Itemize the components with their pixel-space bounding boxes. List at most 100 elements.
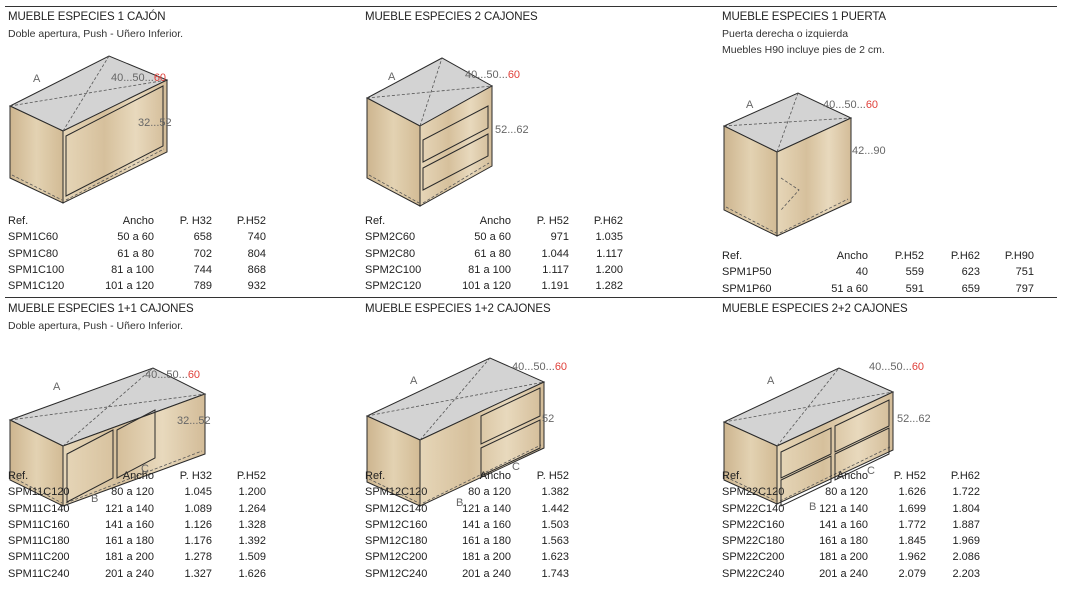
- value-cell: 804: [247, 247, 266, 260]
- value-cell: 1.845: [898, 535, 926, 548]
- value-cell: 141 a 160: [105, 518, 154, 531]
- value-cell: 1.503: [541, 518, 569, 531]
- value-cell: 797: [1015, 282, 1034, 295]
- width-dimension-label: 40...50...60: [823, 99, 878, 111]
- bottom-dashed-line: [65, 148, 165, 201]
- value-cell: 80 a 120: [111, 486, 154, 499]
- column-header: Ancho: [836, 470, 868, 482]
- cabinet-illustration: A 40...50...60 32...52: [8, 55, 172, 204]
- ref-cell: SPM22C180: [722, 535, 785, 548]
- ref-cell: SPM12C240: [365, 567, 428, 580]
- ref-cell: SPM12C160: [365, 518, 428, 531]
- table-row: SPM1P60 51 a 60 591 659 797: [722, 281, 1034, 297]
- value-cell: 2.086: [952, 551, 980, 564]
- column-header: Ancho: [836, 250, 868, 262]
- height-dimension-label: 52: [542, 413, 554, 425]
- bottom-dashed-line: [422, 162, 490, 204]
- value-cell: 1.772: [898, 518, 926, 531]
- value-cell: 591: [905, 282, 924, 295]
- value-cell: 1.327: [184, 567, 212, 580]
- bottom-dashed-line: [725, 476, 777, 502]
- column-header: Ref.: [8, 215, 29, 227]
- value-cell: 1.264: [238, 502, 266, 515]
- table-row: SPM11C200 181 a 200 1.278 1.509: [8, 549, 266, 565]
- value-cell: 623: [961, 266, 980, 279]
- face-letter-b: B: [456, 497, 463, 509]
- module-5: MUEBLE ESPECIES 1+2 CAJONES A 40...50...60…: [362, 300, 714, 590]
- value-cell: 1.200: [595, 263, 623, 276]
- value-cell: 1.117: [542, 263, 569, 276]
- value-cell: 101 a 120: [105, 280, 154, 293]
- value-cell: 740: [247, 231, 266, 244]
- value-cell: 1.328: [238, 518, 266, 531]
- top-diagonal-line: [9, 393, 206, 421]
- door-opening-indicator: [780, 177, 800, 211]
- module-subtitle: Doble apertura, Push - Uñero Inferior.: [8, 28, 184, 40]
- table-row: SPM12C200 181 a 200 1.623: [365, 549, 569, 565]
- drawer-front-outline: [834, 427, 890, 481]
- ref-cell: SPM12C120: [365, 486, 428, 499]
- value-cell: 1.743: [541, 567, 569, 580]
- value-cell: 61 a 80: [117, 247, 154, 260]
- value-cell: 121 a 140: [462, 502, 511, 515]
- value-cell: 751: [1015, 266, 1034, 279]
- column-header: P.H62: [950, 250, 980, 262]
- width-dimension-label: 40...50...60: [869, 361, 924, 373]
- width-dimension-label: 40...50...60: [145, 369, 200, 381]
- ref-cell: SPM2C60: [365, 231, 416, 244]
- column-header: Ancho: [479, 470, 511, 482]
- ref-cell: SPM12C200: [365, 551, 428, 564]
- table-row: SPM22C160 141 a 160 1.772 1.887: [722, 517, 980, 533]
- price-table: Ref. Ancho P. H52 P.H62 SPM2C60 50 a 60 971 1.0…: [365, 213, 623, 294]
- value-cell: 1.044: [541, 247, 569, 260]
- ref-cell: SPM1P50: [722, 266, 772, 279]
- bottom-dashed-line: [422, 444, 542, 504]
- value-cell: 1.699: [898, 502, 926, 515]
- value-cell: 1.200: [238, 486, 266, 499]
- table-header-row: Ref. Ancho P. H52: [365, 468, 569, 484]
- face-letter-c: C: [867, 465, 875, 477]
- column-header: Ancho: [122, 215, 154, 227]
- column-header: P. H32: [179, 470, 212, 482]
- value-cell: 50 a 60: [117, 231, 154, 244]
- ref-cell: SPM22C120: [722, 486, 785, 499]
- ref-cell: SPM1C120: [8, 280, 65, 293]
- cabinet-front-face: [62, 393, 206, 507]
- module-2: MUEBLE ESPECIES 2 CAJONES A 40...50...60 52…: [362, 8, 714, 298]
- face-letter-a: A: [388, 71, 396, 83]
- table-header-row: Ref. Ancho P. H32 P.H52: [8, 213, 266, 229]
- value-cell: 1.191: [541, 280, 569, 293]
- bottom-dashed-line: [779, 198, 849, 234]
- table-row: SPM11C180 161 a 180 1.176 1.392: [8, 533, 266, 549]
- table-row: SPM12C240 201 a 240 1.743: [365, 566, 569, 582]
- value-cell: 161 a 180: [105, 535, 154, 548]
- value-cell: 2.203: [952, 567, 980, 580]
- value-cell: 702: [193, 247, 212, 260]
- value-cell: 1.804: [952, 502, 980, 515]
- table-row: SPM2C100 81 a 100 1.117 1.200: [365, 262, 623, 278]
- drawer-front-outline: [480, 419, 541, 477]
- value-cell: 40: [855, 266, 868, 279]
- table-row: SPM1P50 40 559 623 751: [722, 264, 1034, 280]
- value-cell: 181 a 200: [819, 551, 868, 564]
- value-cell: 1.392: [238, 535, 266, 548]
- top-rule: [5, 6, 1057, 7]
- module-title: MUEBLE ESPECIES 1 CAJÓN: [8, 11, 166, 23]
- value-cell: 141 a 160: [819, 518, 868, 531]
- value-cell: 80 a 120: [825, 486, 868, 499]
- column-header: P.H62: [593, 215, 623, 227]
- table-row: SPM12C120 80 a 120 1.382: [365, 484, 569, 500]
- value-cell: 932: [247, 280, 266, 293]
- value-cell: 659: [961, 282, 980, 295]
- table-row: SPM22C180 161 a 180 1.845 1.969: [722, 533, 980, 549]
- price-table: Ref. Ancho P. H52 P.H62 SPM22C120 80 a 120 1.6…: [722, 468, 980, 582]
- table-header-row: Ref. Ancho P. H52 P.H62: [365, 213, 623, 229]
- column-header: P. H32: [179, 215, 212, 227]
- table-row: SPM11C160 141 a 160 1.126 1.328: [8, 517, 266, 533]
- column-header: P.H90: [1004, 250, 1034, 262]
- table-header-row: Ref. Ancho P. H52 P.H62: [722, 468, 980, 484]
- ref-cell: SPM1C60: [8, 231, 59, 244]
- value-cell: 121 a 140: [105, 502, 154, 515]
- face-letter-c: C: [512, 461, 520, 473]
- table-row: SPM22C240 201 a 240 2.079 2.203: [722, 566, 980, 582]
